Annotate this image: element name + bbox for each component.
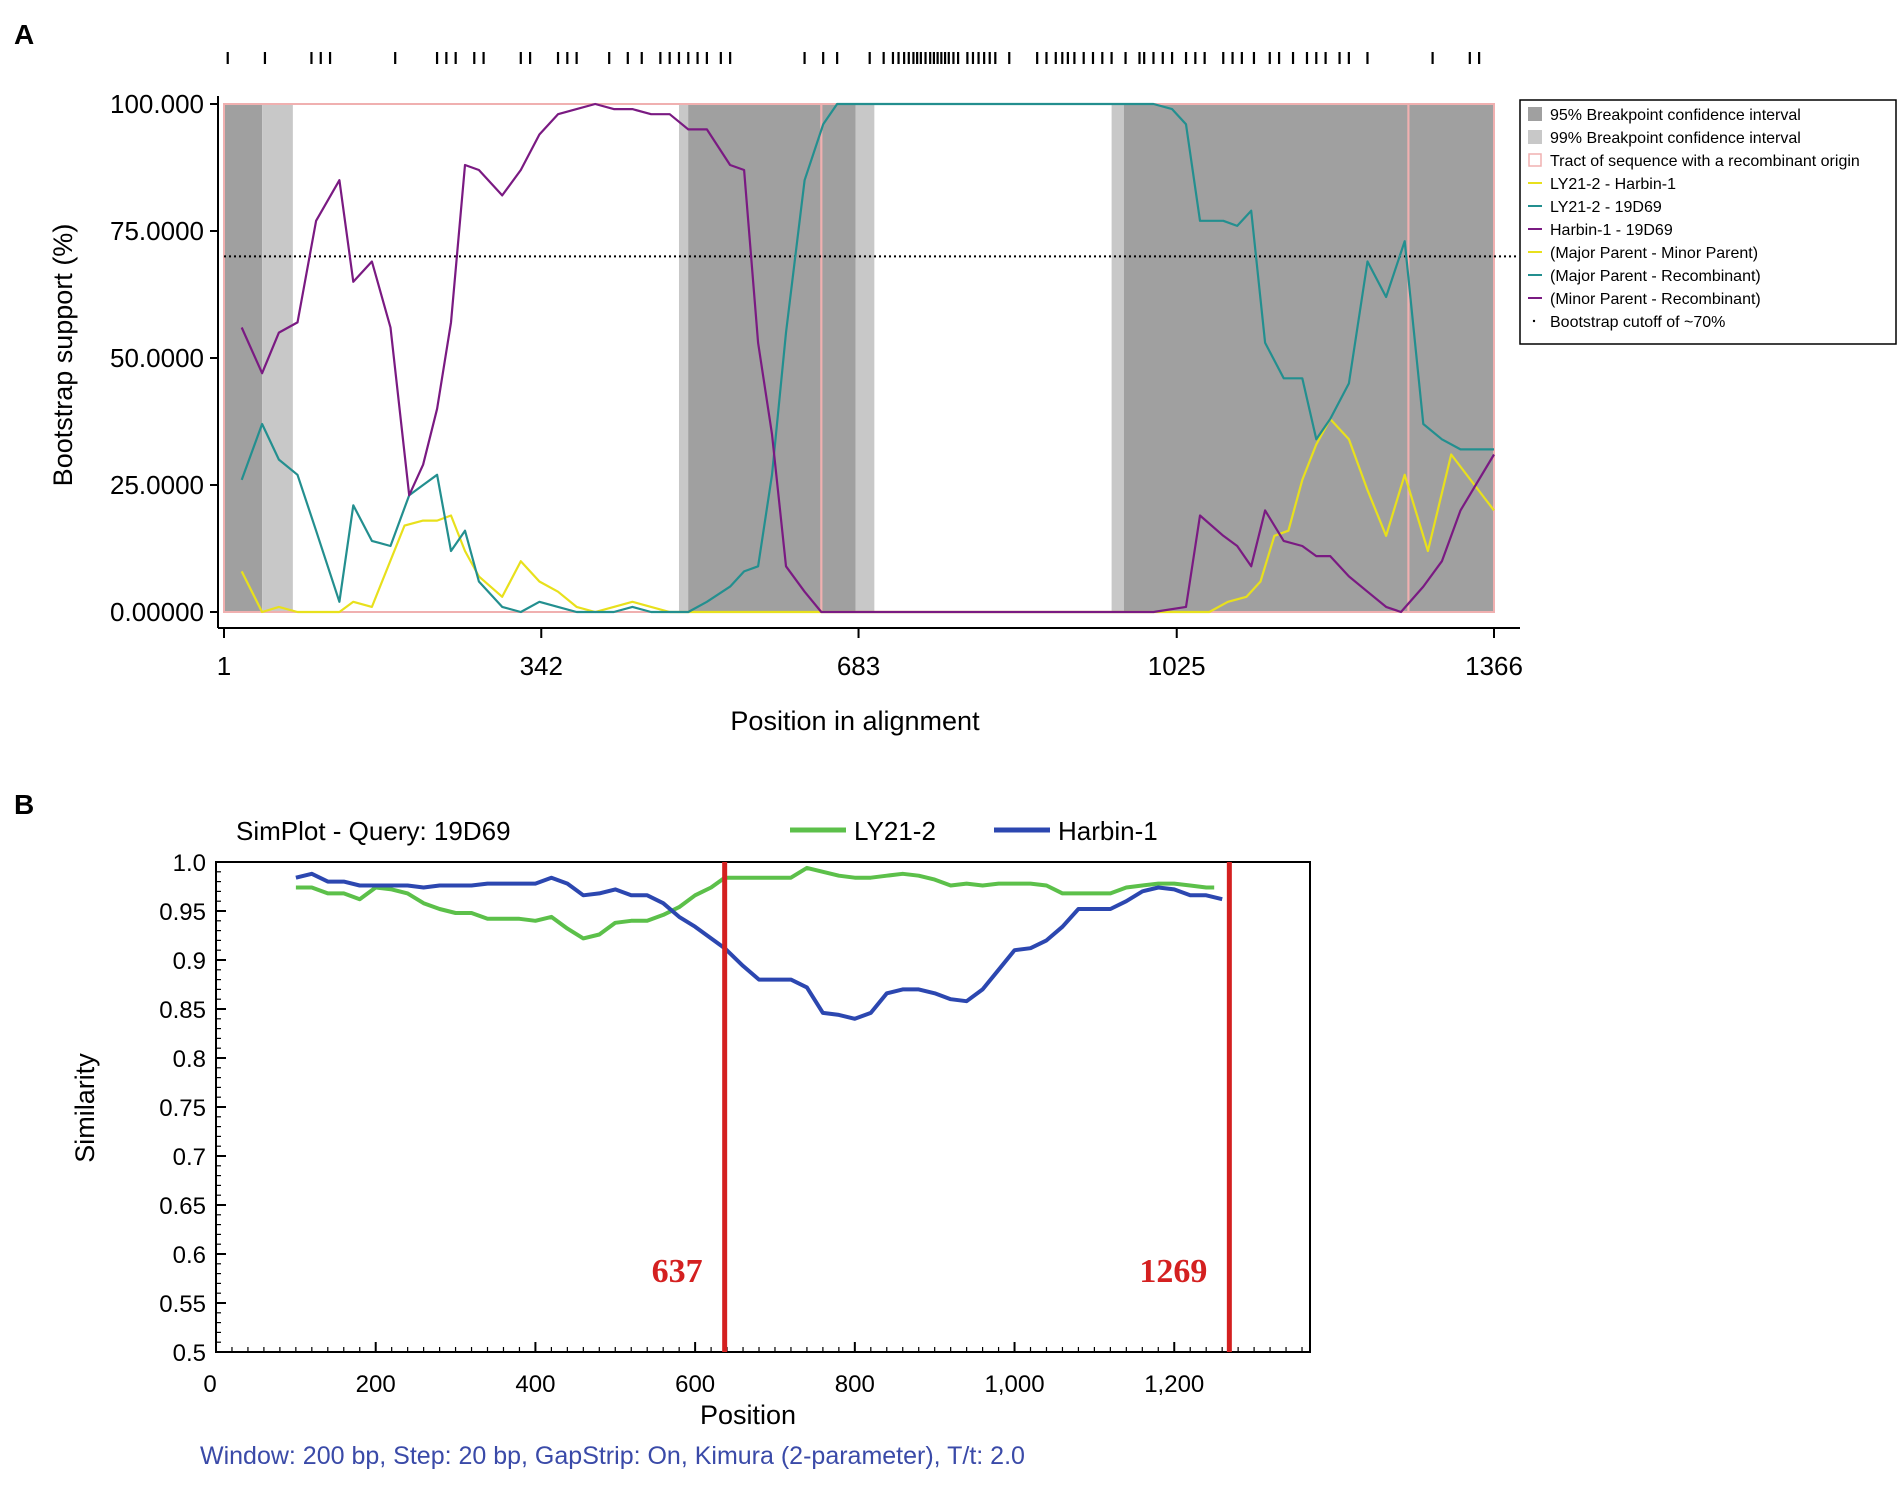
legend-box: [1519, 99, 1897, 345]
ci95-band: [687, 104, 822, 612]
x-tick-label: 400: [515, 1371, 555, 1398]
x-tick-label: 683: [837, 651, 880, 681]
legend-label: 95% Breakpoint confidence interval: [1550, 107, 1801, 124]
x-tick-label: 0: [203, 1371, 216, 1398]
legend-swatch: [1528, 130, 1542, 144]
y-tick-label: 100.000: [110, 89, 204, 119]
legend-label: (Minor Parent - Recombinant): [1550, 291, 1761, 308]
informative-sites-track: [226, 52, 1481, 64]
y-tick-label: 0.00000: [110, 597, 204, 627]
breakpoint-label: 1269: [1139, 1253, 1207, 1290]
ci99-band: [262, 104, 293, 612]
x-tick-label: 1366: [1465, 651, 1523, 681]
legend-swatch: [1528, 153, 1542, 167]
legend-label: Tract of sequence with a recombinant ori…: [1550, 153, 1860, 170]
series-line: [295, 871, 1223, 1021]
bootstrap-chart: 0.00000 25.0000 50.0000 75.0000 100.000 1 342 6…: [48, 52, 1897, 736]
simplot-series: [295, 865, 1223, 1021]
series-line: [240, 102, 1494, 614]
y-tick-label: 0.6: [173, 1242, 206, 1269]
bootstrap-axes: 0.00000 25.0000 50.0000 75.0000 100.000 1 342 6…: [110, 89, 1523, 681]
legend-label: LY21-2 - 19D69: [1550, 199, 1662, 216]
legend-swatch: [1528, 107, 1542, 121]
y-tick-label: 25.0000: [110, 470, 204, 500]
bootstrap-series: [240, 102, 1495, 614]
ci99-band: [855, 104, 875, 612]
x-tick-label: 1,200: [1144, 1371, 1204, 1398]
breakpoint-confidence-shading: [224, 104, 1494, 612]
y-tick-label: 75.0000: [110, 216, 204, 246]
series-line: [240, 417, 1495, 614]
y-tick-label: 0.7: [173, 1144, 206, 1171]
simplot-axes: 0.5 0.55 0.6 0.65 0.7 0.75 0.8 0.85 0.9 0.95 1.0 0 2…: [159, 850, 1311, 1398]
legend-label: LY21-2: [854, 816, 936, 846]
x-tick-label: 600: [675, 1371, 715, 1398]
x-tick-label: 1025: [1148, 651, 1206, 681]
y-tick-label: 0.95: [159, 899, 206, 926]
ci99-band: [678, 104, 689, 612]
series-line: [240, 102, 1495, 614]
legend: 95% Breakpoint confidence interval 99% Br…: [1519, 99, 1897, 345]
legend-label: LY21-2 - Harbin-1: [1550, 176, 1676, 193]
ci95-band: [1408, 104, 1494, 612]
simplot-legend: LY21-2 Harbin-1: [790, 816, 1158, 846]
simplot-chart: SimPlot - Query: 19D69 LY21-2 Harbin-1 0.…: [70, 816, 1311, 1470]
y-tick-label: 1.0: [173, 850, 206, 877]
legend-label: (Major Parent - Recombinant): [1550, 268, 1761, 285]
ci95-band: [1123, 104, 1409, 612]
x-tick-label: 800: [835, 1371, 875, 1398]
y-tick-label: 50.0000: [110, 343, 204, 373]
recombinant-tract: [1407, 103, 1496, 613]
y-axis-title: Bootstrap support (%): [48, 224, 78, 487]
panel-letter-b: B: [14, 789, 34, 820]
x-axis-title: Position in alignment: [730, 706, 980, 736]
panel-letter-a: A: [14, 19, 34, 50]
x-tick-label: 342: [520, 651, 563, 681]
x-tick-label: 1: [217, 651, 231, 681]
y-tick-label: 0.55: [159, 1291, 206, 1318]
y-tick-label: 0.75: [159, 1095, 206, 1122]
legend-swatch: [1532, 319, 1536, 323]
legend-label: Bootstrap cutoff of ~70%: [1550, 314, 1725, 331]
ci99-band: [1111, 104, 1124, 612]
method-footer: Window: 200 bp, Step: 20 bp, GapStrip: O…: [200, 1442, 1025, 1470]
breakpoint-label: 637: [652, 1253, 703, 1290]
y-axis-title: Similarity: [70, 1053, 100, 1163]
legend-label: Harbin-1 - 19D69: [1550, 222, 1673, 239]
y-tick-label: 0.65: [159, 1193, 206, 1220]
series-line: [295, 865, 1215, 941]
ci95-band: [821, 104, 856, 612]
y-tick-label: 0.8: [173, 1046, 206, 1073]
y-tick-label: 0.85: [159, 997, 206, 1024]
breakpoint-markers: 637 1269: [652, 862, 1232, 1352]
y-tick-label: 0.9: [173, 948, 206, 975]
y-tick-label: 0.5: [173, 1340, 206, 1367]
legend-label: 99% Breakpoint confidence interval: [1550, 130, 1801, 147]
simplot-title: SimPlot - Query: 19D69: [236, 816, 511, 846]
legend-label: Harbin-1: [1058, 816, 1158, 846]
x-tick-label: 1,000: [985, 1371, 1045, 1398]
x-tick-label: 200: [356, 1371, 396, 1398]
legend-label: (Major Parent - Minor Parent): [1550, 245, 1758, 262]
x-axis-title: Position: [700, 1400, 796, 1430]
